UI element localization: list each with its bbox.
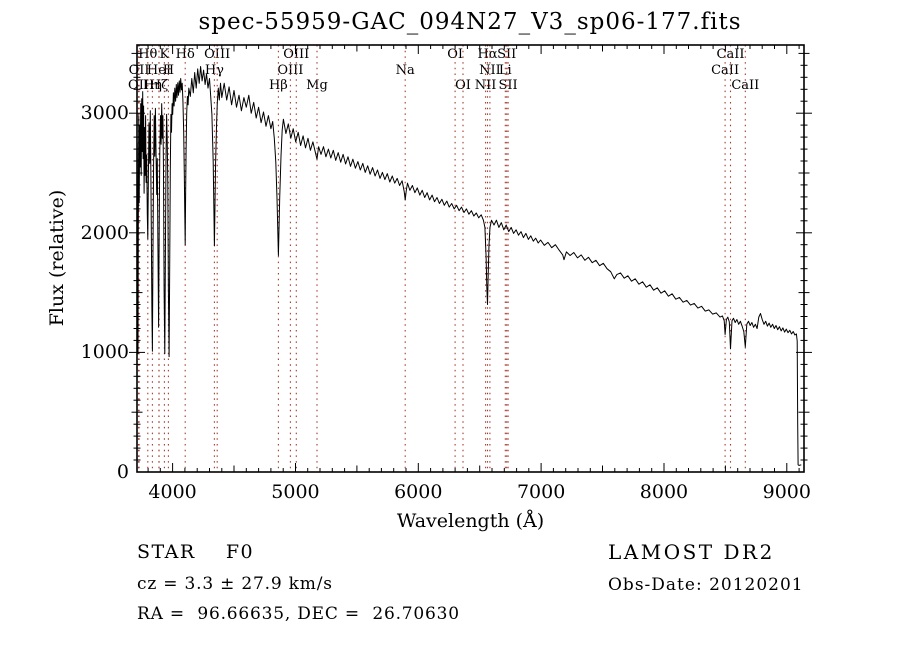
spectral-line-label: Hγ [204,62,224,78]
y-tick-label: 1000 [80,341,129,364]
x-axis-label: Wavelength (Å) [396,510,545,532]
spectral-line-label: OIII [277,62,304,78]
spectral-line-label: H [162,62,175,78]
object-class-text: STAR F0 [137,541,255,563]
spectral-line-label: CaII [711,62,740,78]
spectral-line-label: HeI [146,62,172,78]
plot-title: spec-55959-GAC_094N27_V3_sp06-177.fits [198,9,742,35]
spectral-line-label: OII [128,62,150,78]
spectral-line-label: OI [447,47,463,62]
y-tick-label: 0 [116,461,129,483]
x-tick-label: 4000 [148,481,197,503]
x-tick-label: 8000 [639,481,689,503]
spectral-line-label: Na [395,62,415,78]
spectral-line-label: OIII [283,47,310,62]
spectral-line-label: Hα [477,47,498,62]
x-tick-label: 7000 [516,481,566,503]
x-tick-label: 9000 [762,481,811,503]
y-tick-label: 3000 [80,102,129,125]
spectral-line-label: OIII [204,47,231,62]
spectral-line-label: SII [497,47,517,62]
spectral-line-label: CaII [716,47,745,62]
y-tick-label: 2000 [80,221,129,244]
obs-date-text: Obs-Date: 20120201 [608,575,804,595]
spectral-line-label: Hδ [175,47,195,62]
x-tick-label: 5000 [271,481,320,503]
cz-text: cz = 3.3 ± 27.9 km/s [137,574,333,594]
spectral-line-label: K [159,47,170,62]
ra-dec-text: RA = 96.66635, DEC = 26.70630 [137,604,460,624]
spectral-line-label: NII [479,62,501,78]
survey-text: LAMOST DR2 [608,540,775,564]
x-tick-label: 6000 [394,481,443,503]
